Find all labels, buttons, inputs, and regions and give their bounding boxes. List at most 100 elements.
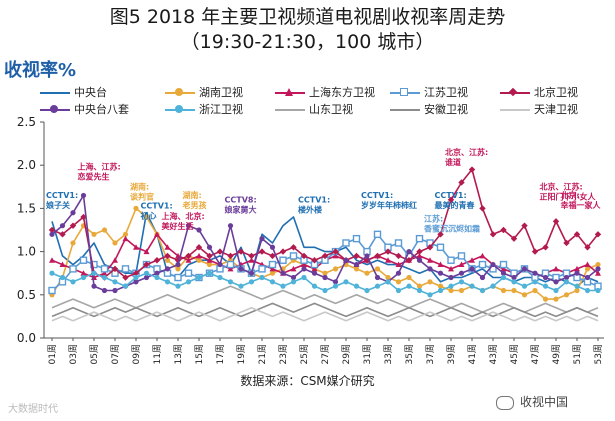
data-point <box>364 287 370 294</box>
data-point <box>427 292 433 298</box>
data-point <box>343 257 349 263</box>
legend-item: 安徽卫视 <box>390 101 468 117</box>
annotation-label: CCTV1: <box>435 191 467 200</box>
legend-item: 浙江卫视 <box>165 101 243 117</box>
data-point <box>290 279 297 285</box>
data-point <box>258 265 266 273</box>
y-tick-label: 2.5 <box>17 115 36 129</box>
data-point <box>269 279 276 285</box>
chart-subtitle: （19:30-21:30，100 城市） <box>180 31 435 53</box>
data-point <box>195 244 203 251</box>
data-point <box>479 287 486 294</box>
data-point <box>479 252 486 259</box>
data-point <box>143 261 150 268</box>
data-point <box>290 244 297 251</box>
x-tick-label: 27周 <box>320 344 331 364</box>
data-point <box>174 273 182 282</box>
series-line-10 <box>51 306 599 322</box>
data-point <box>259 274 265 281</box>
annotation-label: 谈判官 <box>130 191 154 201</box>
data-point <box>458 261 465 268</box>
data-point <box>457 252 466 260</box>
data-point <box>552 218 560 225</box>
data-point <box>595 287 601 294</box>
data-point <box>553 279 559 285</box>
data-point <box>248 279 255 285</box>
data-point <box>595 266 601 272</box>
data-point <box>279 256 287 264</box>
data-point <box>100 265 109 273</box>
data-point <box>48 226 56 234</box>
data-point <box>101 227 108 233</box>
data-point <box>101 270 108 276</box>
data-point <box>216 248 224 255</box>
data-point <box>122 274 129 281</box>
x-tick-label: 49周 <box>551 344 562 364</box>
data-point <box>458 287 465 294</box>
data-point <box>185 223 192 229</box>
data-point <box>458 270 465 276</box>
y-axis-label: 收视率% <box>4 60 77 81</box>
annotation-label: 江苏: <box>424 213 443 223</box>
data-point <box>563 292 570 298</box>
data-point <box>91 283 97 289</box>
data-point <box>269 270 276 276</box>
data-point <box>206 261 213 268</box>
data-point <box>427 257 433 263</box>
data-point <box>69 222 77 229</box>
data-point <box>542 244 549 251</box>
x-tick-label: 01周 <box>47 344 58 364</box>
data-point <box>80 270 87 276</box>
data-point <box>385 257 391 263</box>
data-point <box>489 231 497 238</box>
x-tick-label: 11周 <box>152 344 163 364</box>
data-point <box>143 248 150 255</box>
data-point <box>563 239 570 247</box>
data-point <box>164 257 171 263</box>
data-point <box>227 252 234 260</box>
legend-item: 山东卫视 <box>275 101 353 117</box>
series-line-9 <box>51 302 599 318</box>
data-point <box>511 274 517 281</box>
data-point <box>206 257 213 263</box>
data-point <box>322 287 328 294</box>
legend-label: 湖南卫视 <box>199 86 243 99</box>
legend-label: 江苏卫视 <box>424 86 468 99</box>
data-point <box>196 274 202 281</box>
data-point <box>206 270 213 276</box>
data-point <box>70 279 76 285</box>
annotation-label: 幸福一家人 <box>561 200 602 210</box>
data-point <box>437 287 444 294</box>
data-point <box>478 260 487 269</box>
y-tick-label: 1.5 <box>17 201 36 215</box>
data-point <box>415 234 424 243</box>
annotation-label: 娘家舅大 <box>225 204 257 214</box>
data-point <box>448 287 454 294</box>
legend-label: 天津卫视 <box>534 103 578 116</box>
x-tick-label: 39周 <box>446 344 457 364</box>
data-point <box>447 196 455 203</box>
data-point <box>185 257 192 263</box>
annotation-label: 香蜜沉沉烬如霜 <box>423 223 480 233</box>
data-point <box>437 261 444 268</box>
data-point <box>269 244 276 250</box>
data-point <box>133 279 139 285</box>
data-point <box>164 266 171 272</box>
data-point <box>416 283 423 289</box>
data-point <box>469 257 475 263</box>
data-point <box>374 266 381 272</box>
annotation-label: CCTV1: <box>141 201 173 210</box>
data-point <box>458 179 465 186</box>
data-point <box>394 239 403 247</box>
annotation-label: 楼外楼 <box>298 204 322 214</box>
data-point <box>154 231 160 237</box>
x-tick-label: 25周 <box>299 344 310 364</box>
y-tick-label: 2.0 <box>17 158 36 172</box>
data-point <box>226 260 235 269</box>
legend-label: 浙江卫视 <box>199 103 243 116</box>
data-point <box>111 265 119 273</box>
x-tick-label: 23周 <box>278 344 289 364</box>
data-point <box>80 192 87 199</box>
x-tick-label: 29周 <box>341 344 352 364</box>
data-point <box>248 252 255 260</box>
